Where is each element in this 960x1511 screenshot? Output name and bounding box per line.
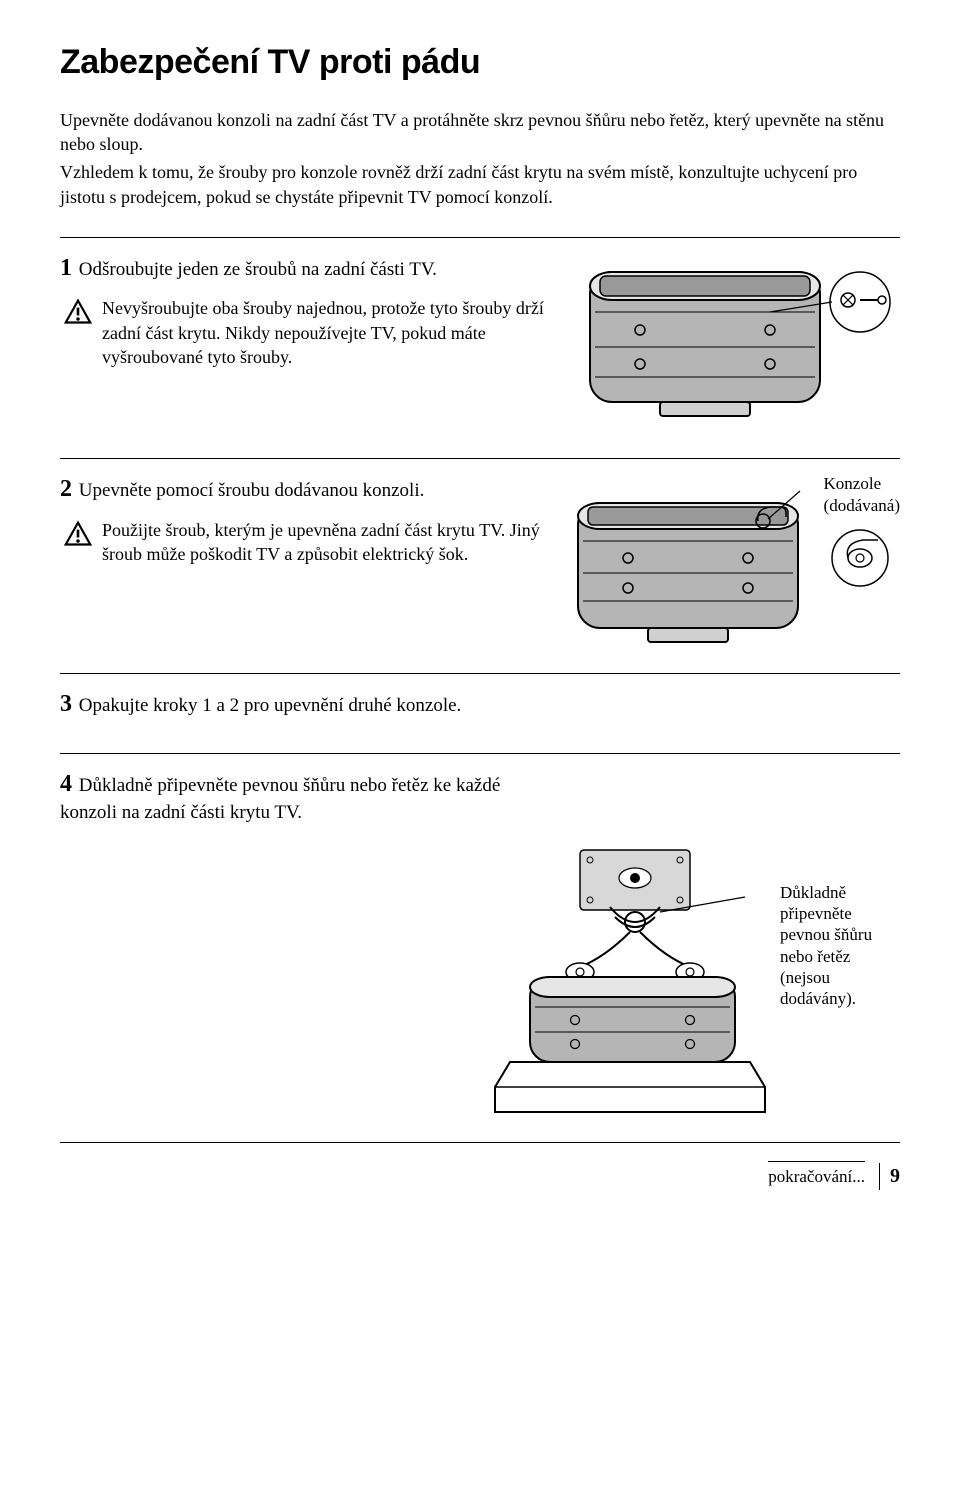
- step1-number: 1: [60, 255, 72, 281]
- warning-icon: [64, 298, 92, 326]
- step1-heading: Odšroubujte jeden ze šroubů na zadní čás…: [79, 259, 437, 280]
- step2-callout-2: (dodávaná): [824, 495, 900, 516]
- intro-block: Upevněte dodávanou konzoli na zadní část…: [60, 108, 900, 209]
- divider: [60, 1142, 900, 1143]
- step2-illustration: Konzole (dodávaná): [568, 473, 900, 653]
- page-number: 9: [879, 1163, 900, 1190]
- step3-number: 3: [60, 691, 72, 717]
- step-2: 2 Upevněte pomocí šroubu dodávanou konzo…: [60, 473, 900, 653]
- step-1: 1 Odšroubujte jeden ze šroubů na zadní č…: [60, 252, 900, 438]
- continued-label: pokračování...: [768, 1161, 865, 1189]
- step2-heading: Upevněte pomocí šroubu dodávanou konzoli…: [79, 480, 425, 501]
- bracket-detail-icon: [824, 516, 896, 588]
- step1-illustration: [570, 252, 900, 438]
- divider: [60, 753, 900, 754]
- step3-heading: Opakujte kroky 1 a 2 pro upevnění druhé …: [79, 695, 462, 716]
- divider: [60, 458, 900, 459]
- divider: [60, 237, 900, 238]
- step-4: 4 Důkladně připevněte pevnou šňůru nebo …: [60, 768, 900, 1122]
- step4-illustration: [490, 842, 770, 1122]
- step4-heading: Důkladně připevněte pevnou šňůru nebo ře…: [60, 775, 500, 823]
- step-3: 3 Opakujte kroky 1 a 2 pro upevnění druh…: [60, 688, 900, 732]
- warning-icon: [64, 520, 92, 548]
- step2-callout-1: Konzole: [824, 473, 900, 494]
- step1-warning: Nevyšroubujte oba šrouby najednou, proto…: [102, 296, 550, 369]
- page-title: Zabezpečení TV proti pádu: [60, 40, 900, 86]
- step2-warning: Použijte šroub, kterým je upevněna zadní…: [102, 518, 548, 567]
- intro-p1: Upevněte dodávanou konzoli na zadní část…: [60, 108, 900, 157]
- divider: [60, 673, 900, 674]
- step2-number: 2: [60, 476, 72, 502]
- page-footer: pokračování... 9: [60, 1161, 900, 1190]
- step4-callout: Důkladně připevněte pevnou šňůru nebo ře…: [780, 882, 900, 1010]
- step4-number: 4: [60, 771, 72, 797]
- intro-p2: Vzhledem k tomu, že šrouby pro konzole r…: [60, 160, 900, 209]
